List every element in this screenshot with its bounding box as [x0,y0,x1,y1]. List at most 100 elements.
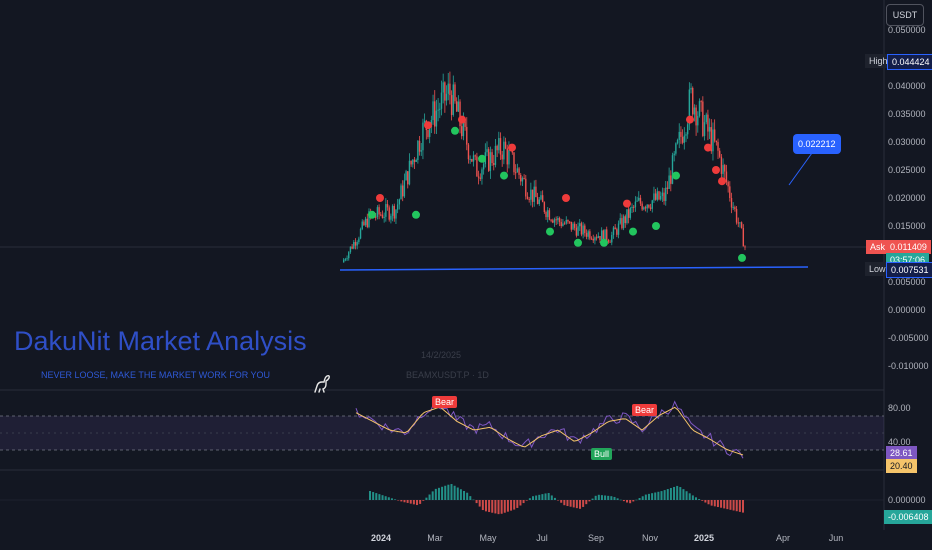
macd-bar [369,491,371,500]
candle-body [427,130,429,137]
candle-body [742,228,745,247]
macd-bar [466,492,469,500]
macd-bar [579,500,582,509]
macd-bar [553,497,556,500]
time-axis-label: 2025 [694,533,714,543]
candle-body [740,222,743,229]
candle-body [631,206,633,209]
candle-body [514,172,517,174]
bear-marker [718,177,726,186]
candle-body [359,229,362,239]
high-label: High [865,54,892,68]
candle-body [393,205,395,219]
macd-bar [701,500,704,501]
candle-body [627,209,630,218]
candle-body [364,218,367,226]
candle-body [402,185,404,197]
macd-bar [651,493,654,500]
candle-body [715,140,718,143]
candle-body [410,160,412,165]
macd-bar [447,484,450,500]
bull-marker [738,253,746,262]
candle-body [659,196,662,200]
candle-body [595,237,598,239]
bull-marker [412,210,420,219]
currency-button[interactable]: USDT [886,4,924,26]
candle-body [459,101,461,127]
bull-marker [451,126,459,135]
macd-bar [632,500,635,502]
price-tick: 0.030000 [888,137,926,147]
candle-body [616,229,618,235]
macd-bar [685,491,688,500]
candle-body [700,101,702,103]
support-line[interactable] [339,266,809,271]
candle-body [464,119,466,127]
candle-body [668,175,670,189]
candle-body [678,131,680,140]
candle-body [403,180,406,197]
candle-body [580,223,583,235]
candle-body [437,109,439,111]
candle-body [575,227,578,236]
candle-body [724,165,726,172]
candle-body [695,107,697,126]
candle-body [391,205,394,216]
candle-body [707,114,709,132]
macd-bar [569,500,572,507]
candle-body [439,108,441,110]
candle-body [720,156,723,174]
price-annotation[interactable]: 0.022212 [793,134,841,154]
candle-body [577,226,579,236]
candle-body [442,82,444,93]
candle-body [597,236,600,238]
candle-body [528,198,530,200]
bear-marker [704,143,712,152]
candle-body [670,175,672,184]
candle-body [498,138,500,151]
candle-body [612,227,615,235]
macd-bar [469,496,472,500]
bull-marker [368,210,376,219]
candle-body [698,101,701,116]
candle-body [413,159,416,162]
macd-bar [607,495,610,500]
candle-body [489,152,492,171]
candle-body [361,221,363,230]
price-tick: -0.010000 [888,361,929,371]
candle-body [407,171,409,185]
macd-bar [676,485,679,500]
macd-bar [635,499,638,501]
candle-body [462,119,465,137]
macd-bar [437,487,440,500]
macd-bar [372,492,375,500]
macd-bar [431,491,434,500]
candle-body [474,155,476,157]
macd-bar [463,490,466,500]
macd-bar [472,499,475,501]
candle-body [563,223,566,225]
candle-body [518,168,520,175]
macd-bar [707,500,710,505]
candle-body [531,189,534,202]
bull-marker [600,238,608,247]
candle-body [358,238,360,243]
macd-bar [604,495,607,500]
macd-bar [390,498,393,500]
time-axis-label: Sep [588,533,604,543]
candle-body [513,152,515,173]
candle-body [555,219,557,221]
candle-body [385,204,387,217]
macd-bar [619,499,622,501]
candle-body [547,210,549,218]
candle-body [375,216,377,218]
macd-bar [419,500,422,504]
macd-bar [720,500,723,508]
price-tick: 0.020000 [888,193,926,203]
macd-bar [525,500,528,501]
candle-body [395,209,397,219]
candle-body [562,223,564,227]
candle-body [656,191,659,200]
candle-body [504,141,507,149]
